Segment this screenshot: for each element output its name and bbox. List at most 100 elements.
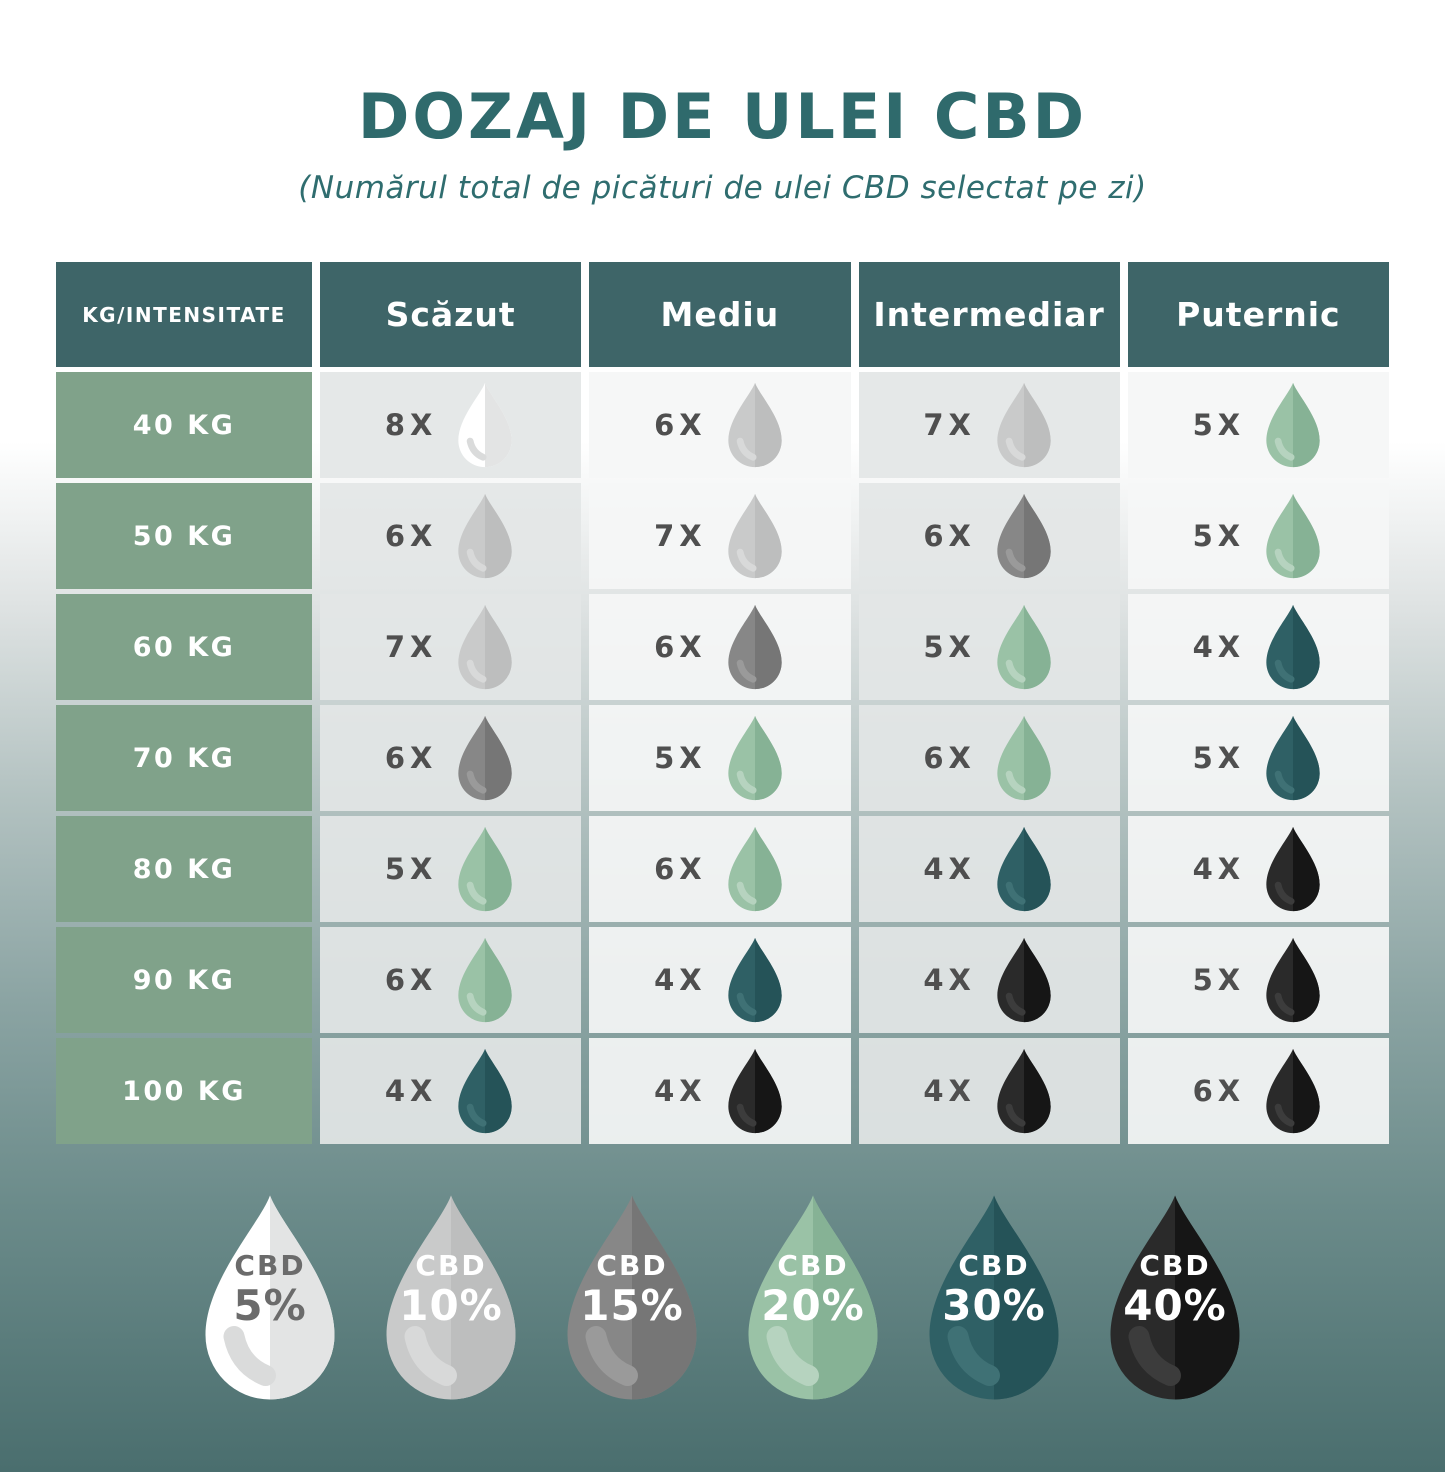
dose-cell: 8X bbox=[320, 372, 582, 478]
cbd-drop-icon bbox=[1266, 382, 1320, 468]
dose-count: 5X bbox=[1192, 963, 1246, 997]
cbd-drop-icon bbox=[1266, 604, 1320, 690]
cbd-drop-icon bbox=[458, 382, 513, 468]
cbd-drop-icon bbox=[1266, 1048, 1320, 1134]
dose-count: 4X bbox=[654, 1074, 707, 1108]
page-subtitle: (Numărul total de picături de ulei CBD s… bbox=[298, 170, 1147, 206]
legend-item: CBD 10% bbox=[376, 1194, 526, 1401]
dose-cell: 4X bbox=[320, 1038, 582, 1144]
dose-count: 6X bbox=[384, 963, 438, 997]
dose-cell: 4X bbox=[858, 927, 1120, 1033]
legend-item: CBD 40% bbox=[1100, 1194, 1250, 1401]
cbd-drop-icon bbox=[929, 1195, 1059, 1400]
dose-cell: 7X bbox=[858, 372, 1120, 478]
cbd-drop-icon bbox=[458, 1048, 513, 1134]
cbd-drop-icon bbox=[458, 826, 513, 912]
dose-cell: 5X bbox=[320, 816, 582, 922]
dose-cell: 5X bbox=[858, 594, 1120, 700]
dose-count: 6X bbox=[384, 519, 438, 553]
dose-cell: 4X bbox=[589, 1038, 851, 1144]
dose-cell: 6X bbox=[858, 705, 1120, 811]
cbd-concentration-legend: CBD 5% CBD 10% CBD 15% CBD 20% bbox=[0, 1194, 1445, 1401]
legend-item: CBD 5% bbox=[195, 1194, 345, 1401]
dose-count: 6X bbox=[654, 852, 707, 886]
page-title: DOZAJ DE ULEI CBD bbox=[357, 80, 1088, 153]
cbd-drop-icon bbox=[748, 1195, 878, 1400]
dose-cell: 6X bbox=[320, 927, 582, 1033]
cbd-drop-icon bbox=[205, 1195, 335, 1400]
column-header-mediu: Mediu bbox=[589, 262, 851, 367]
cbd-drop-icon bbox=[997, 493, 1051, 579]
cbd-drop-icon bbox=[997, 382, 1051, 468]
cbd-drop-icon bbox=[567, 1195, 697, 1400]
weight-label: 40 KG bbox=[56, 372, 312, 478]
weight-label: 90 KG bbox=[56, 927, 312, 1033]
cbd-drop-icon bbox=[458, 604, 513, 690]
dose-count: 6X bbox=[923, 741, 976, 775]
dose-cell: 4X bbox=[1127, 594, 1389, 700]
cbd-drop-icon bbox=[727, 604, 782, 690]
dose-cell: 5X bbox=[1127, 705, 1389, 811]
dose-count: 4X bbox=[923, 1074, 976, 1108]
dose-count: 7X bbox=[923, 408, 976, 442]
cbd-drop-icon bbox=[458, 715, 513, 801]
cbd-drop-icon bbox=[727, 937, 782, 1023]
dose-cell: 6X bbox=[589, 594, 851, 700]
dose-cell: 7X bbox=[589, 483, 851, 589]
column-header-puternic: Puternic bbox=[1127, 262, 1389, 367]
legend-item: CBD 20% bbox=[738, 1194, 888, 1401]
dose-cell: 7X bbox=[320, 594, 582, 700]
legend-item: CBD 15% bbox=[557, 1194, 707, 1401]
cbd-drop-icon bbox=[997, 604, 1051, 690]
dose-count: 4X bbox=[923, 852, 976, 886]
column-header-intermediar: Intermediar bbox=[858, 262, 1120, 367]
dose-cell: 6X bbox=[858, 483, 1120, 589]
dose-count: 7X bbox=[384, 630, 438, 664]
dose-cell: 4X bbox=[589, 927, 851, 1033]
cbd-drop-icon bbox=[1266, 826, 1320, 912]
dose-cell: 6X bbox=[589, 372, 851, 478]
cbd-drop-icon bbox=[1110, 1195, 1240, 1400]
dose-cell: 5X bbox=[1127, 372, 1389, 478]
dose-count: 4X bbox=[384, 1074, 438, 1108]
dose-count: 6X bbox=[654, 408, 707, 442]
dose-cell: 6X bbox=[320, 705, 582, 811]
dose-count: 5X bbox=[384, 852, 438, 886]
cbd-drop-icon bbox=[997, 826, 1051, 912]
cbd-drop-icon bbox=[458, 493, 513, 579]
dose-cell: 5X bbox=[589, 705, 851, 811]
dose-count: 5X bbox=[1192, 408, 1246, 442]
legend-item: CBD 30% bbox=[919, 1194, 1069, 1401]
weight-label: 50 KG bbox=[56, 483, 312, 589]
dose-count: 5X bbox=[1192, 741, 1246, 775]
dose-count: 4X bbox=[1192, 852, 1246, 886]
dose-count: 4X bbox=[1192, 630, 1246, 664]
dose-count: 5X bbox=[1192, 519, 1246, 553]
dose-cell: 6X bbox=[320, 483, 582, 589]
cbd-drop-icon bbox=[386, 1195, 516, 1400]
dose-cell: 6X bbox=[1127, 1038, 1389, 1144]
cbd-drop-icon bbox=[1266, 715, 1320, 801]
dose-count: 6X bbox=[1192, 1074, 1246, 1108]
cbd-drop-icon bbox=[727, 493, 782, 579]
cbd-drop-icon bbox=[1266, 937, 1320, 1023]
cbd-drop-icon bbox=[997, 937, 1051, 1023]
cbd-drop-icon bbox=[727, 382, 782, 468]
column-header-scazut: Scăzut bbox=[320, 262, 582, 367]
cbd-drop-icon bbox=[458, 937, 513, 1023]
dose-count: 5X bbox=[923, 630, 976, 664]
weight-label: 60 KG bbox=[56, 594, 312, 700]
dose-cell: 4X bbox=[858, 1038, 1120, 1144]
cbd-drop-icon bbox=[727, 1048, 782, 1134]
dose-cell: 4X bbox=[858, 816, 1120, 922]
weight-label: 70 KG bbox=[56, 705, 312, 811]
dose-count: 5X bbox=[654, 741, 707, 775]
dose-cell: 4X bbox=[1127, 816, 1389, 922]
weight-label: 100 KG bbox=[56, 1038, 312, 1144]
dose-cell: 5X bbox=[1127, 483, 1389, 589]
dose-count: 8X bbox=[384, 408, 438, 442]
dosage-table: KG/INTENSITATE Scăzut Mediu Intermediar … bbox=[56, 262, 1389, 1144]
column-header-kg-intensitate: KG/INTENSITATE bbox=[56, 262, 312, 367]
cbd-drop-icon bbox=[997, 715, 1051, 801]
